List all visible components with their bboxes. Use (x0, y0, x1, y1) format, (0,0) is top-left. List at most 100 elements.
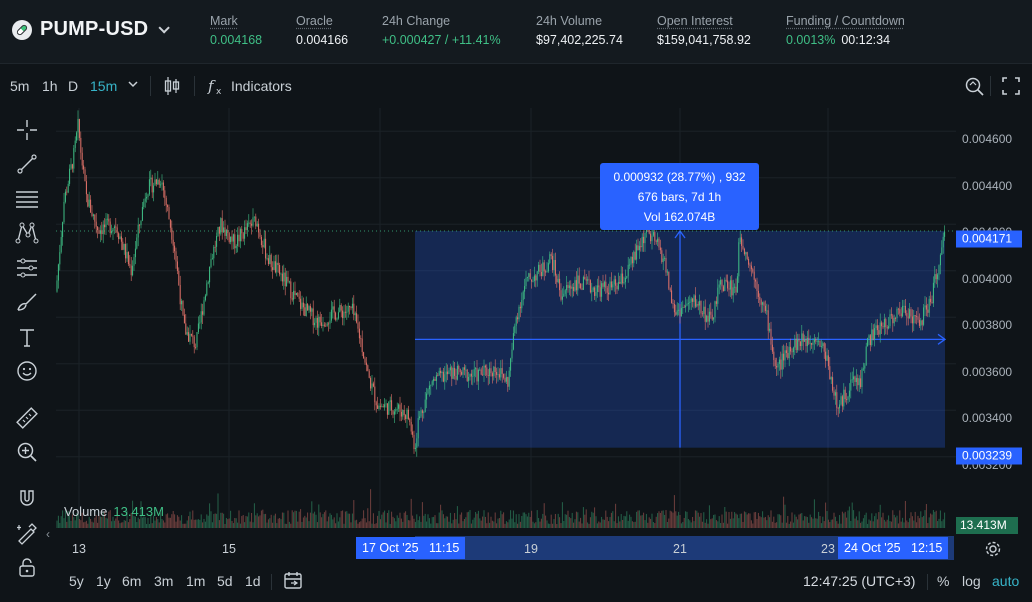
volume-bar (388, 510, 390, 528)
time-axis[interactable]: 13 15 19 21 23 17 Oct '25 11:15 24 Oct '… (56, 536, 956, 560)
candle-body (349, 305, 351, 308)
range-5d[interactable]: 5d (217, 573, 233, 589)
collapse-toolbar-arrow-icon[interactable]: ‹ (46, 527, 50, 541)
stat-label[interactable]: Open Interest (657, 14, 733, 28)
zoom-in-icon[interactable] (13, 438, 41, 466)
auto-scale-toggle[interactable]: auto (992, 573, 1020, 589)
volume-bar (97, 522, 99, 528)
candle-body (701, 313, 703, 315)
indicators-button[interactable]: Indicators (231, 78, 292, 94)
range-1y[interactable]: 1y (96, 573, 111, 589)
symbol-selector[interactable]: PUMP-USD (12, 18, 171, 41)
prediction-icon[interactable] (13, 254, 41, 282)
candle-body (302, 302, 304, 308)
log-scale-toggle[interactable]: log (962, 573, 981, 589)
candle-body (710, 311, 712, 315)
candlestick-chart[interactable] (56, 108, 956, 528)
candle-body (270, 254, 272, 268)
price-chart[interactable] (56, 108, 956, 528)
candle-body (539, 264, 541, 273)
candle-body (728, 288, 730, 290)
volume-bar (739, 513, 741, 528)
volume-bar (685, 511, 687, 528)
toolbar-divider (194, 76, 195, 96)
volume-bar (918, 518, 920, 528)
volume-bar (482, 516, 484, 528)
lock-draw-icon[interactable] (13, 519, 41, 547)
volume-bar (237, 522, 239, 528)
candle-body (939, 254, 941, 266)
volume-bar (172, 510, 174, 528)
emoji-icon[interactable] (13, 357, 41, 385)
candle-body (80, 137, 82, 153)
volume-bar (680, 523, 682, 528)
volume-bar (217, 493, 219, 528)
volume-bar (783, 496, 785, 528)
candle-body (337, 312, 339, 319)
candle-body (220, 218, 222, 234)
candle-body (87, 194, 89, 207)
volume-bar (426, 521, 428, 528)
volume-bar (594, 507, 596, 528)
volume-bar (503, 512, 505, 528)
timeframe-chevron-down-icon[interactable] (127, 77, 139, 96)
zoom-search-icon[interactable] (963, 74, 985, 103)
volume-bar (581, 523, 583, 528)
range-3m[interactable]: 3m (154, 573, 174, 589)
volume-bar (378, 510, 380, 528)
candle-body (739, 237, 741, 243)
volume-bar (634, 521, 636, 528)
fib-retracement-icon[interactable] (13, 185, 41, 213)
volume-bar (203, 518, 205, 528)
volume-bar (92, 522, 94, 528)
range-start-date: 17 Oct '25 (362, 541, 419, 555)
timeframe-d[interactable]: D (68, 78, 79, 94)
clock-timezone[interactable]: 12:47:25 (UTC+3) (803, 573, 916, 589)
candle-body (230, 236, 232, 243)
candle-body (59, 252, 61, 265)
crosshair-icon[interactable] (13, 116, 41, 144)
timeframe-5m[interactable]: 5m (10, 78, 30, 94)
candle-body (162, 182, 164, 191)
calendar-goto-icon[interactable] (283, 570, 303, 595)
candle-body (346, 311, 348, 313)
volume-legend[interactable]: Volume 13.413M (64, 504, 164, 519)
volume-bar (85, 520, 87, 528)
candle-body (195, 347, 197, 348)
volume-bar (253, 503, 255, 528)
volume-bar (686, 511, 688, 528)
volume-bar (553, 519, 555, 528)
range-1m[interactable]: 1m (186, 573, 206, 589)
range-1d[interactable]: 1d (245, 573, 261, 589)
volume-bar (248, 512, 250, 528)
stat-label[interactable]: Oracle (296, 14, 333, 28)
candle-body (445, 371, 447, 375)
volume-bar (585, 509, 587, 528)
candle-body (524, 286, 526, 292)
percent-scale-toggle[interactable]: % (937, 573, 950, 589)
price-axis[interactable]: 0.004600 0.004400 0.004200 0.004000 0.00… (956, 108, 1032, 528)
range-5y[interactable]: 5y (69, 573, 84, 589)
volume-bar (559, 517, 561, 528)
ruler-icon[interactable] (13, 404, 41, 432)
text-icon[interactable] (13, 323, 41, 351)
gear-icon[interactable] (984, 540, 1002, 563)
volume-bar (631, 521, 633, 528)
range-6m[interactable]: 6m (122, 573, 142, 589)
candle-body (484, 365, 486, 368)
brush-icon[interactable] (13, 288, 41, 316)
timeframe-1h[interactable]: 1h (42, 78, 58, 94)
volume-bar (260, 510, 262, 528)
lock-icon[interactable] (13, 553, 41, 581)
candles-icon[interactable] (162, 74, 182, 103)
stat-label[interactable]: Mark (210, 14, 238, 28)
pattern-icon[interactable] (13, 219, 41, 247)
volume-bar (300, 509, 302, 528)
fullscreen-icon[interactable] (1001, 74, 1021, 103)
trend-line-icon[interactable] (13, 150, 41, 178)
magnet-icon[interactable] (13, 485, 41, 513)
timeframe-15m[interactable]: 15m (90, 78, 118, 94)
volume-bar (175, 521, 177, 528)
stat-label[interactable]: Funding / Countdown (786, 14, 905, 28)
